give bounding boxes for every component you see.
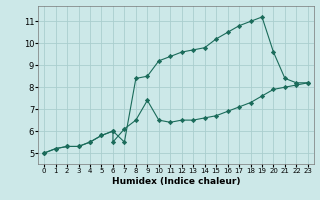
X-axis label: Humidex (Indice chaleur): Humidex (Indice chaleur) — [112, 177, 240, 186]
